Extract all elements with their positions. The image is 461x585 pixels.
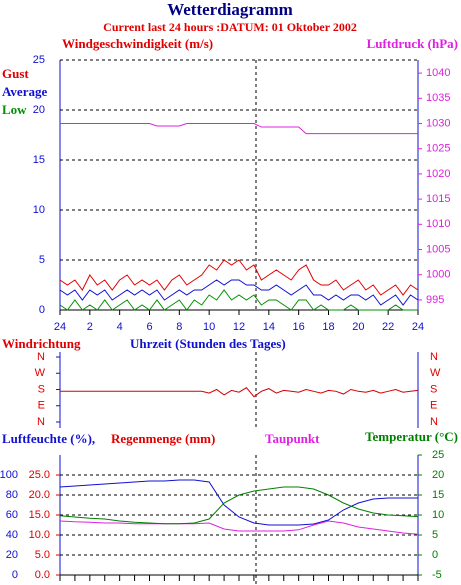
y2-tick-label: 10 <box>432 509 444 521</box>
y2-tick-label: 20 <box>432 469 444 481</box>
y2-tick-label: 1030 <box>426 117 450 129</box>
x-tick-label: 14 <box>263 321 275 333</box>
series-line <box>60 123 418 135</box>
y-tick-label: 40 <box>6 529 18 541</box>
rain-tick-label: 5.0 <box>35 549 50 561</box>
series-line <box>59 486 419 525</box>
x-tick-label: 10 <box>203 321 215 333</box>
x-ticks <box>59 575 419 581</box>
y2-tick-label: E <box>430 400 437 412</box>
rain-tick-label: 10.0 <box>29 529 50 541</box>
legend: Gust <box>2 66 29 81</box>
y-tick-label: S <box>38 383 45 395</box>
y2-tick-label: -5 <box>432 569 442 581</box>
y2-tick-label: N <box>430 416 438 428</box>
y-tick-label: 20 <box>33 104 45 116</box>
y2-tick-label: W <box>430 367 441 379</box>
y2-tick-label: 1020 <box>426 168 450 180</box>
y2-tick-label: 1015 <box>426 193 450 205</box>
y2-tick-label: 5 <box>432 529 438 541</box>
y2-tick-label: 1005 <box>426 243 450 255</box>
y-tick-label: 0 <box>39 304 45 316</box>
y2-tick-label: 0 <box>432 549 438 561</box>
y2-tick-label: 1025 <box>426 143 450 155</box>
series-line <box>59 279 419 306</box>
legend: Taupunkt <box>265 431 320 446</box>
rain-tick-label: 15.0 <box>29 509 50 521</box>
y-tick-label: 80 <box>6 489 18 501</box>
x-tick-label: 24 <box>54 321 66 333</box>
series-line <box>59 520 419 535</box>
y2-tick-label: 1000 <box>426 269 450 281</box>
y-tick-label: 100 <box>0 469 18 481</box>
y2-tick-label: 995 <box>426 294 444 306</box>
y-tick-label: 60 <box>6 509 18 521</box>
y-tick-label: 15 <box>33 154 45 166</box>
x-tick-label: 22 <box>382 321 394 333</box>
y-tick-label: N <box>37 416 45 428</box>
rain-tick-label: 0.0 <box>35 569 50 581</box>
legend: Luftfeuchte (%), <box>2 431 95 446</box>
y2-tick-label: 15 <box>432 489 444 501</box>
series-line <box>60 387 419 398</box>
x-tick-label: 20 <box>352 321 364 333</box>
y-tick-label: N <box>37 351 45 363</box>
y2-tick-label: 1040 <box>426 67 450 79</box>
y-tick-label: 5 <box>39 254 45 266</box>
x-tick-label: 16 <box>293 321 305 333</box>
y-tick-label: 10 <box>33 204 45 216</box>
y-label: Windgeschwindigkeit (m/s) <box>62 36 213 51</box>
legend: Temperatur (°C) <box>365 429 458 444</box>
y-tick-label: 0 <box>12 569 18 581</box>
series-line <box>59 289 418 311</box>
subtitle: Current last 24 hours :DATUM: 01 Oktober… <box>103 20 357 34</box>
x-tick-label: 4 <box>117 321 123 333</box>
y-tick-label: E <box>38 400 45 412</box>
legend: Low <box>2 102 27 117</box>
y2-tick-label: 1010 <box>426 218 450 230</box>
x-tick-label: 6 <box>146 321 152 333</box>
legend: Average <box>2 84 47 99</box>
y-label: Windrichtung <box>2 336 81 351</box>
y-tick-label: W <box>35 367 46 379</box>
x-tick-label: 24 <box>412 321 424 333</box>
x-tick-label: 12 <box>233 321 245 333</box>
x-tick-label: 18 <box>322 321 334 333</box>
series-line <box>59 479 418 526</box>
y2-label: Luftdruck (hPa) <box>367 36 458 51</box>
title: Wetterdiagramm <box>167 0 293 19</box>
x-tick-label: 2 <box>87 321 93 333</box>
y-tick-label: 20 <box>6 549 18 561</box>
legend: Regenmenge (mm) <box>111 431 215 446</box>
y2-tick-label: S <box>430 383 437 395</box>
y2-tick-label: 1035 <box>426 92 450 104</box>
x-label: Uhrzeit (Stunden des Tages) <box>130 336 286 351</box>
rain-tick-label: 20.0 <box>29 489 50 501</box>
y2-tick-label: N <box>430 351 438 363</box>
rain-tick-label: 25.0 <box>29 469 50 481</box>
x-tick-label: 8 <box>176 321 182 333</box>
series-line <box>59 259 419 296</box>
y2-tick-label: 25 <box>432 449 444 461</box>
y-tick-label: 25 <box>33 54 45 66</box>
